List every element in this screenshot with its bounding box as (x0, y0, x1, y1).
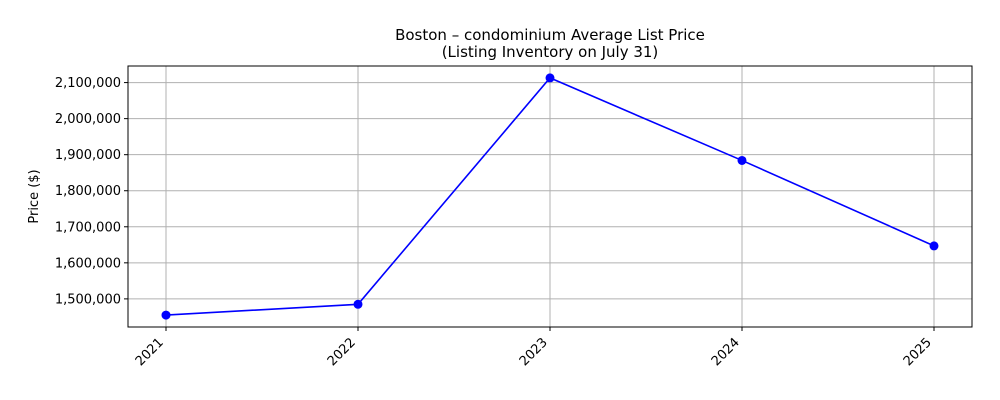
series-layer (161, 73, 939, 320)
y-tick-label: 1,800,000 (55, 184, 121, 199)
y-tick-label: 1,700,000 (55, 220, 121, 235)
x-tick-label: 2022 (325, 335, 359, 369)
y-axis-ticks: 1,500,000 1,600,000 1,700,000 1,800,000 1,90… (55, 76, 128, 307)
data-point (353, 299, 363, 309)
data-point (737, 155, 747, 165)
chart-subtitle: (Listing Inventory on July 31) (442, 43, 659, 61)
y-axis-label: Price ($) (27, 169, 42, 223)
chart-title: Boston – condominium Average List Price (395, 26, 705, 44)
y-tick-label: 1,900,000 (55, 148, 121, 163)
x-tick-label: 2024 (709, 335, 743, 369)
data-point (161, 310, 171, 320)
data-point (545, 73, 555, 83)
y-tick-label: 2,000,000 (55, 112, 121, 127)
plot-area-frame (127, 65, 973, 328)
x-tick-label: 2025 (901, 335, 935, 369)
y-tick-label: 1,600,000 (55, 256, 121, 271)
y-tick-label: 1,500,000 (55, 292, 121, 307)
y-tick-label: 2,100,000 (55, 76, 121, 91)
x-tick-label: 2023 (517, 335, 551, 369)
data-point (929, 241, 939, 251)
x-tick-label: 2021 (133, 335, 167, 369)
x-axis-ticks: 2021 2022 2023 2024 2025 (133, 327, 935, 369)
grid-lines (128, 66, 972, 327)
